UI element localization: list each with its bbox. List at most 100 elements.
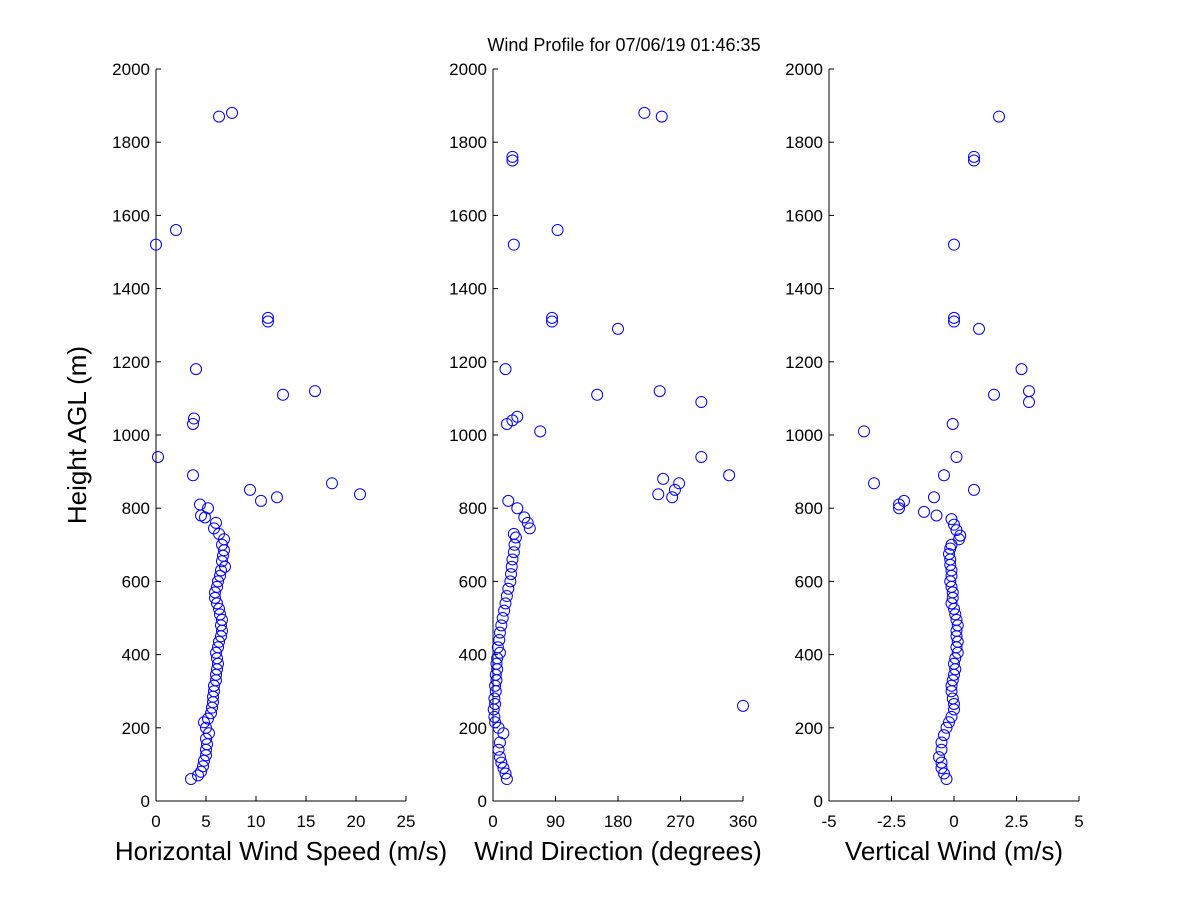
- data-point: [938, 767, 950, 780]
- data-point: [212, 575, 224, 588]
- data-point: [898, 494, 910, 507]
- data-point: [496, 612, 509, 624]
- data-point: [192, 769, 204, 782]
- data-point: [858, 425, 870, 438]
- y-tick-label: 200: [795, 719, 823, 738]
- data-point: [506, 553, 519, 566]
- y-tick-label: 1800: [449, 133, 487, 152]
- data-point: [203, 727, 215, 740]
- data-point: [946, 692, 959, 705]
- data-point: [197, 760, 209, 773]
- y-tick-label: 1000: [785, 426, 823, 445]
- y-tick-label: 2000: [449, 60, 487, 79]
- data-point: [940, 721, 953, 734]
- data-point: [216, 613, 228, 626]
- data-point: [493, 751, 506, 764]
- x-tick-label: 5: [201, 812, 210, 831]
- y-tick-label: 1600: [449, 206, 487, 225]
- data-point: [551, 224, 564, 237]
- data-point: [489, 698, 502, 711]
- data-point: [968, 154, 980, 167]
- data-point: [188, 412, 200, 425]
- data-point: [490, 657, 503, 670]
- data-point: [534, 425, 547, 438]
- x-axis-label: Vertical Wind (m/s): [845, 836, 1063, 866]
- data-point: [938, 469, 950, 482]
- data-point: [497, 762, 510, 775]
- y-tick-label: 200: [122, 719, 150, 738]
- x-tick-label: 90: [546, 812, 565, 831]
- figure-title: Wind Profile for 07/06/19 01:46:35: [487, 35, 760, 55]
- y-tick-label: 1600: [785, 206, 823, 225]
- data-point: [968, 150, 980, 163]
- data-point: [502, 582, 515, 595]
- data-point: [988, 388, 1000, 401]
- data-point: [943, 716, 955, 729]
- data-point: [935, 762, 948, 775]
- y-tick-label: 1400: [785, 280, 823, 299]
- data-point: [210, 516, 222, 529]
- data-point: [211, 580, 223, 593]
- data-point: [194, 498, 206, 511]
- data-point: [271, 491, 283, 504]
- y-tick-label: 1200: [449, 353, 487, 372]
- data-point: [262, 311, 274, 324]
- y-tick-label: 1200: [785, 353, 823, 372]
- x-tick-label: 0: [151, 812, 160, 831]
- y-tick-label: 400: [122, 646, 150, 665]
- x-tick-label: 25: [397, 812, 416, 831]
- data-point: [488, 710, 501, 723]
- data-point: [935, 743, 948, 756]
- data-point: [214, 608, 226, 621]
- data-point: [518, 511, 531, 524]
- data-point: [511, 410, 524, 423]
- data-point: [195, 509, 207, 522]
- data-point: [491, 641, 504, 654]
- data-point: [500, 590, 513, 603]
- data-point: [152, 450, 164, 463]
- data-point: [499, 767, 512, 780]
- data-point: [591, 388, 604, 401]
- data-point: [946, 674, 959, 687]
- x-axis-label: Horizontal Wind Speed (m/s): [115, 836, 447, 866]
- data-point: [993, 110, 1005, 123]
- data-point: [668, 483, 681, 496]
- data-point: [502, 494, 515, 507]
- data-point: [657, 472, 670, 485]
- data-point: [948, 657, 960, 670]
- data-point: [505, 568, 518, 581]
- y-tick-label: 0: [814, 792, 823, 811]
- data-point: [945, 513, 958, 526]
- data-point: [326, 477, 338, 490]
- data-point: [945, 710, 958, 723]
- data-point: [508, 538, 521, 551]
- x-tick-label: 2.5: [1005, 812, 1029, 831]
- data-point: [946, 586, 959, 599]
- data-point: [495, 619, 508, 632]
- data-point: [638, 106, 651, 119]
- data-point: [652, 488, 665, 501]
- x-tick-label: 20: [347, 812, 366, 831]
- data-point: [354, 488, 366, 501]
- data-point: [507, 238, 520, 251]
- x-tick-label: 0: [949, 812, 958, 831]
- data-point: [666, 491, 679, 504]
- y-tick-label: 400: [795, 646, 823, 665]
- data-point: [216, 538, 228, 551]
- data-point: [695, 396, 708, 409]
- data-point: [500, 773, 513, 786]
- data-point: [950, 613, 963, 626]
- data-point: [928, 491, 940, 504]
- y-tick-label: 1400: [449, 280, 487, 299]
- data-point: [948, 698, 960, 711]
- data-point: [170, 224, 182, 237]
- data-point: [948, 311, 960, 324]
- data-point: [498, 604, 511, 617]
- data-point: [505, 560, 518, 573]
- data-point: [737, 699, 749, 712]
- y-tick-label: 0: [141, 792, 150, 811]
- data-point: [506, 150, 519, 163]
- data-point: [213, 110, 225, 123]
- data-point: [612, 322, 624, 335]
- data-point: [546, 311, 559, 324]
